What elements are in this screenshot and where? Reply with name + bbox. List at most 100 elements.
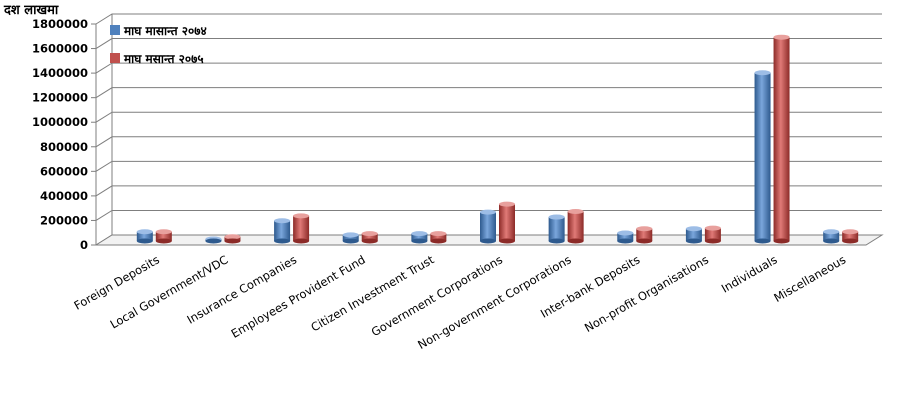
bar-cap [430, 231, 447, 237]
bar-cap [636, 226, 653, 232]
bar [480, 209, 496, 244]
x-tick-label: Miscellaneous [771, 252, 848, 304]
bar-body [155, 231, 172, 241]
bar-body [636, 228, 653, 241]
bar [430, 231, 447, 244]
bar [342, 232, 359, 244]
bar-base [754, 238, 771, 244]
y-tick-label: 1800000 [32, 17, 88, 31]
y-tick-label: 1400000 [32, 66, 88, 80]
bar [293, 213, 310, 244]
bar-base [499, 238, 515, 244]
bar-body [567, 211, 584, 241]
y-tick-labels: 0 200000 400000 600000 800000 1000000 1200000 1… [32, 17, 88, 252]
bar-cap [685, 226, 702, 232]
y-tick-label: 400000 [40, 189, 88, 203]
legend-swatch-red [110, 53, 120, 63]
bar-base [685, 238, 702, 244]
bar-cap [411, 231, 428, 237]
bar-cap [823, 229, 840, 235]
bar-cap [773, 34, 790, 40]
bar-cap [480, 209, 496, 215]
x-tick-label: Individuals [719, 252, 780, 295]
bar-body [842, 231, 859, 241]
bar-cap [499, 201, 515, 207]
bar [636, 226, 653, 244]
bar-cap [342, 232, 359, 238]
bar-body [773, 37, 790, 241]
bar-base [224, 238, 241, 244]
bar-cap [842, 229, 859, 235]
bar-body [754, 72, 771, 242]
bar [823, 229, 840, 244]
bar-body [136, 231, 153, 241]
bar [499, 201, 515, 244]
y-axis-unit-label: दश लाखमा [4, 3, 59, 18]
bar [842, 229, 859, 244]
y-tick-label: 0 [80, 238, 88, 252]
y-tick-label: 1200000 [32, 91, 88, 105]
gridline [95, 38, 882, 49]
legend-label: माघ मासान्त २०७४ [124, 23, 207, 38]
bar-cap [704, 225, 721, 231]
bar-cap [567, 209, 584, 215]
bar [136, 229, 153, 244]
gridline [95, 13, 882, 25]
bars [136, 34, 859, 244]
bar-cap [548, 214, 565, 220]
bar-base [636, 238, 653, 244]
legend-item-series-1: माघ मासान्त २०७४ [110, 16, 207, 44]
bar-body [823, 231, 840, 241]
legend: माघ मासान्त २०७४ माघ मसान्त २०७५ [110, 16, 207, 72]
bar-body [361, 233, 378, 241]
bar-body [617, 233, 634, 241]
bar-base [617, 238, 634, 244]
bar [205, 236, 222, 244]
bar-base [704, 238, 721, 244]
y-tick-label: 1600000 [32, 42, 88, 56]
x-tick-label: Government Corporations [369, 252, 505, 339]
y-tick-label: 600000 [40, 164, 88, 178]
bar-base [567, 238, 584, 244]
bar [155, 229, 172, 244]
bar-base [342, 238, 359, 244]
bar-cap [274, 218, 291, 224]
bar-body [342, 234, 359, 241]
legend-label: माघ मसान्त २०७५ [124, 51, 204, 66]
bar-body [499, 204, 515, 241]
bar-base [155, 238, 172, 244]
bar [754, 70, 771, 244]
bar-cap [155, 229, 172, 235]
bar [567, 209, 584, 244]
bar-cap [136, 229, 153, 235]
bar-body [704, 228, 721, 241]
legend-swatch-blue [110, 25, 120, 35]
bar-body [411, 233, 428, 241]
bar-base [773, 238, 790, 244]
bar [704, 225, 721, 244]
bar-base [274, 238, 291, 244]
bar-body [480, 212, 496, 241]
bar-body [548, 217, 565, 241]
bar-cap [754, 70, 771, 76]
y-tick-label: 200000 [40, 213, 88, 227]
bar-base [823, 238, 840, 244]
x-tick-label: Non-profit Organisations [582, 252, 711, 335]
bar [411, 231, 428, 244]
bar-cap [617, 230, 634, 236]
bar [617, 230, 634, 244]
bar [274, 218, 291, 244]
bar [773, 34, 790, 244]
bar [548, 214, 565, 244]
bar [685, 226, 702, 244]
bar-cap [293, 213, 310, 219]
bar-body [293, 215, 310, 241]
bar-base [361, 238, 378, 244]
x-tick-label: Local Government/VDC [108, 252, 231, 331]
bar-base [480, 238, 496, 244]
y-tick-label: 1000000 [32, 115, 88, 129]
bar-base [411, 238, 428, 244]
bar-body [430, 233, 447, 241]
